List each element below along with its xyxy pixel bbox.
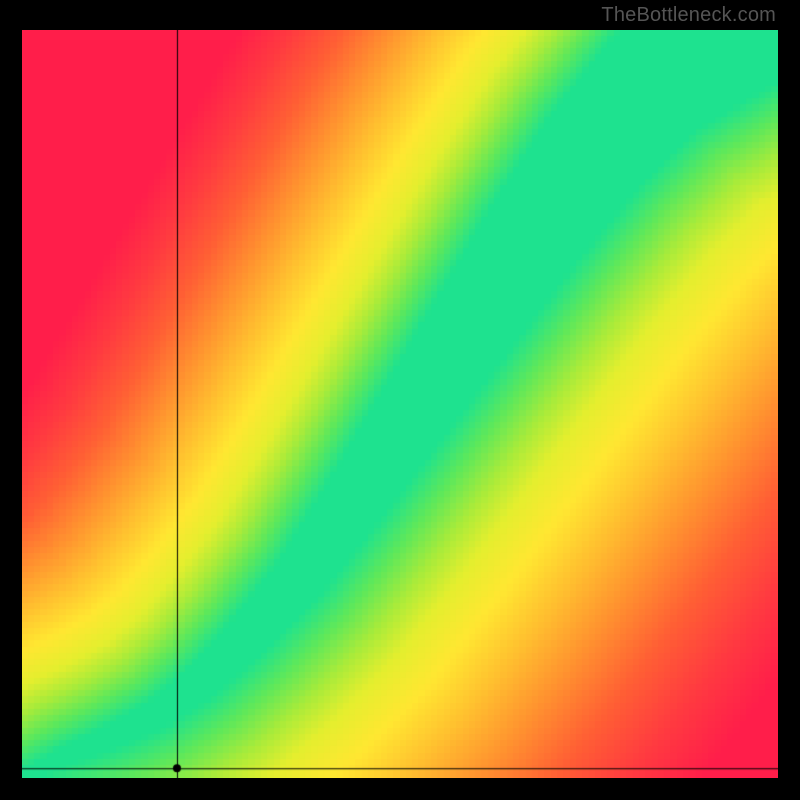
chart-container: TheBottleneck.com <box>0 0 800 800</box>
watermark-label: TheBottleneck.com <box>601 4 776 27</box>
bottleneck-heatmap <box>22 30 778 778</box>
